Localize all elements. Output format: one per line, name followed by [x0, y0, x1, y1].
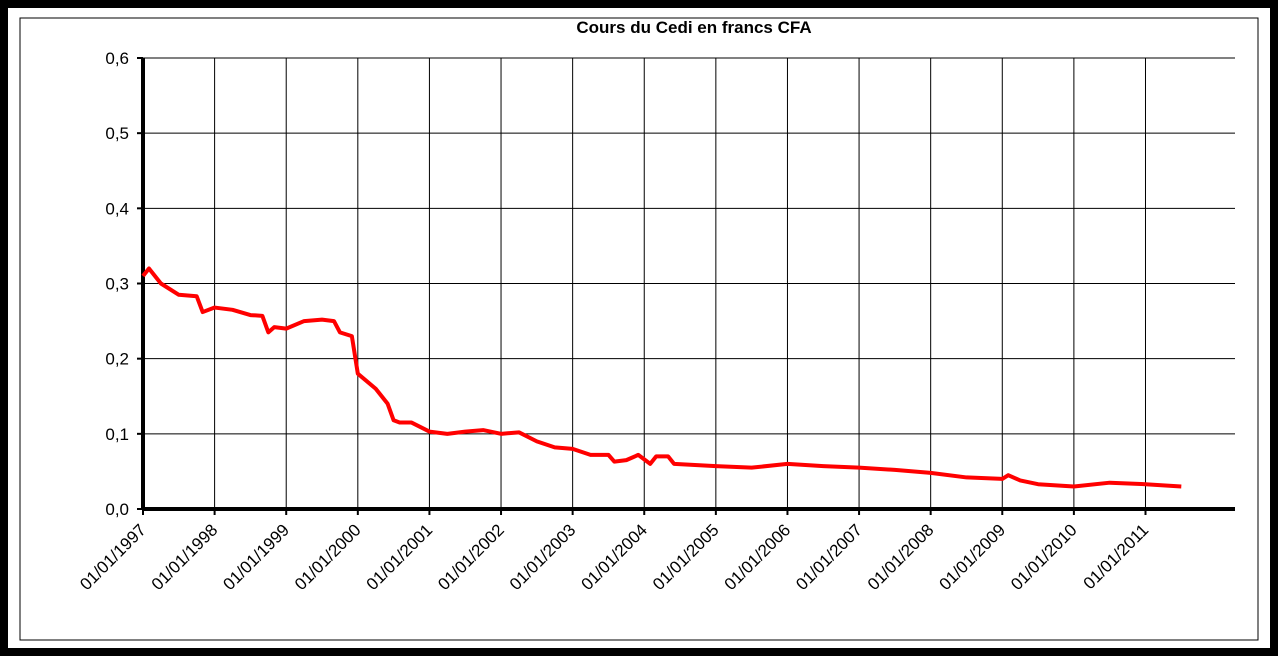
chart-border: [19, 17, 1259, 641]
chart-title: Cours du Cedi en francs CFA: [576, 18, 811, 37]
y-tick-label: 0,0: [105, 500, 129, 519]
y-tick-label: 0,3: [105, 275, 129, 294]
y-tick-label: 0,6: [105, 49, 129, 68]
y-tick-label: 0,4: [105, 199, 129, 218]
y-tick-label: 0,2: [105, 350, 129, 369]
data-line: [141, 266, 1182, 489]
y-tick-label: 0,5: [105, 124, 129, 143]
y-tick-label: 0,1: [105, 425, 129, 444]
